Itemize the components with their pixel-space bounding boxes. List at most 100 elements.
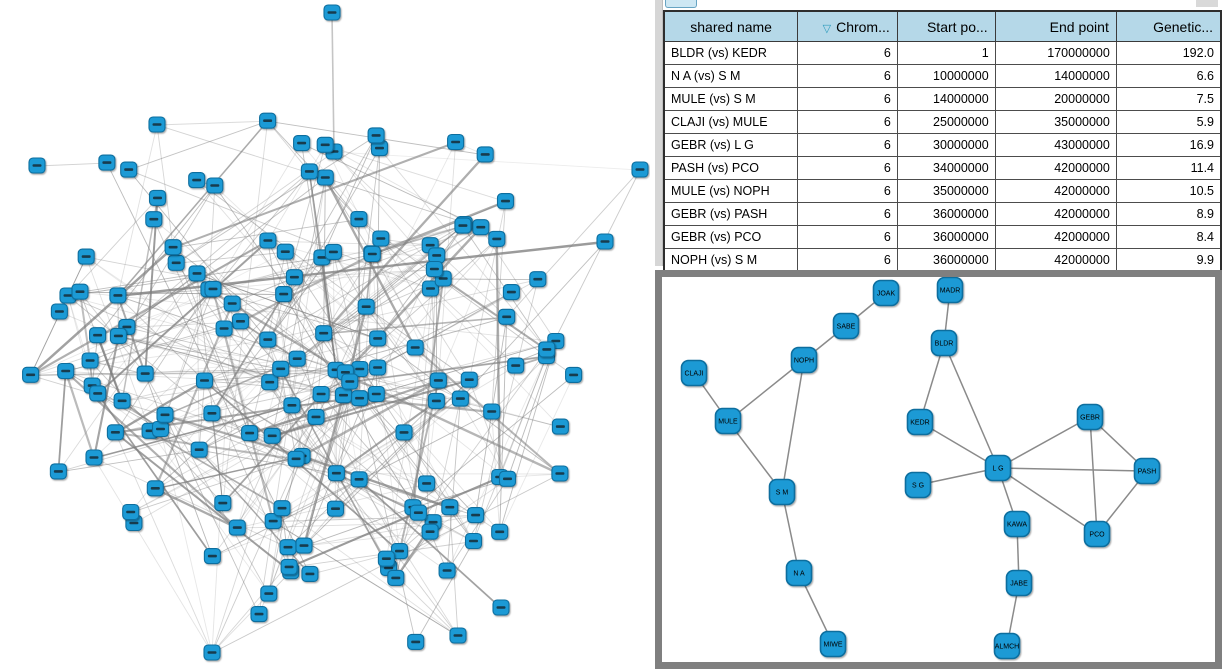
main-network-node[interactable] (488, 230, 506, 247)
main-network-node[interactable] (427, 392, 445, 409)
cell-end[interactable]: 42000000 (994, 202, 1117, 226)
main-network-node[interactable] (264, 513, 282, 530)
node-l-g[interactable]: L G (984, 454, 1012, 482)
main-network-node[interactable] (387, 569, 405, 586)
cell-shared_name[interactable]: CLAJI (vs) MULE (663, 110, 799, 134)
main-network-node[interactable] (454, 217, 472, 234)
main-network-node[interactable] (273, 500, 291, 517)
node-s-g[interactable]: S G (904, 471, 932, 499)
main-network-node[interactable] (406, 339, 424, 356)
cell-start[interactable]: 36000000 (896, 225, 996, 249)
table-row[interactable]: NOPH (vs) S M 6 36000000 42000000 9.9 (663, 248, 1222, 273)
table-row[interactable]: GEBR (vs) L G 6 30000000 43000000 16.9 (663, 133, 1222, 157)
main-network-node[interactable] (275, 286, 293, 303)
cell-end[interactable]: 170000000 (994, 41, 1117, 65)
main-network-node[interactable] (50, 303, 68, 320)
main-network-node[interactable] (98, 154, 116, 171)
main-network-node[interactable] (204, 280, 222, 297)
node-n-a[interactable]: N A (785, 559, 813, 587)
main-network-node[interactable] (315, 325, 333, 342)
main-network-node[interactable] (418, 475, 436, 492)
main-network-node[interactable] (188, 172, 206, 189)
subnetwork-canvas[interactable]: JOAK MADR SABE BLDR NOPH CLAJI MULE KEDR GEBR L G… (662, 277, 1215, 662)
main-network-node[interactable] (341, 373, 359, 390)
main-network-node[interactable] (71, 283, 89, 300)
main-network-node[interactable] (565, 366, 583, 383)
main-network-node[interactable] (631, 161, 649, 178)
main-network-node[interactable] (203, 548, 221, 565)
main-network-node[interactable] (231, 313, 250, 330)
cell-chromosome[interactable]: 6 (797, 133, 898, 157)
table-row[interactable]: N A (vs) S M 6 10000000 14000000 6.6 (663, 64, 1222, 88)
node-madr[interactable]: MADR (936, 277, 964, 304)
main-network-node[interactable] (272, 360, 290, 377)
main-network-node[interactable] (293, 135, 311, 152)
cell-end[interactable]: 35000000 (994, 110, 1117, 134)
subnetwork-edge[interactable] (781, 491, 800, 574)
cell-start[interactable]: 30000000 (896, 133, 996, 157)
subnetwork-edge[interactable] (1089, 416, 1098, 535)
cell-shared_name[interactable]: N A (vs) S M (663, 64, 799, 88)
main-network-node[interactable] (492, 599, 510, 616)
node-almch[interactable]: ALMCH (993, 632, 1021, 660)
subnetwork-edge[interactable] (727, 359, 805, 422)
main-network-node[interactable] (307, 408, 325, 425)
main-network-node[interactable] (451, 390, 469, 407)
column-header-4[interactable]: Genetic... (1115, 10, 1222, 42)
main-network-node[interactable] (81, 352, 99, 369)
cell-start[interactable]: 10000000 (896, 64, 996, 88)
cell-genetic[interactable]: 10.5 (1115, 179, 1222, 203)
filter-icon[interactable]: ▽ (822, 22, 832, 35)
subnetwork-edge[interactable] (997, 467, 1098, 535)
main-network-node[interactable] (498, 470, 517, 487)
main-network-node[interactable] (425, 260, 443, 278)
main-network-node[interactable] (323, 4, 341, 21)
main-network-node[interactable] (429, 372, 447, 389)
main-network-node[interactable] (467, 507, 485, 524)
main-network-node[interactable] (395, 424, 413, 441)
column-header-3[interactable]: End point (994, 10, 1117, 42)
table-left-scroll-strip[interactable] (655, 0, 663, 266)
cell-start[interactable]: 1 (896, 41, 996, 65)
main-network-node[interactable] (538, 341, 556, 358)
main-network-node[interactable] (287, 450, 305, 467)
main-network-node[interactable] (476, 146, 494, 163)
column-header-2[interactable]: Start po... (896, 10, 996, 42)
main-network-node[interactable] (279, 539, 297, 556)
cell-genetic[interactable]: 16.9 (1115, 133, 1222, 157)
main-network-node[interactable] (316, 136, 334, 153)
main-network-node[interactable] (206, 177, 224, 194)
main-network-node[interactable] (301, 565, 319, 582)
cell-shared_name[interactable]: PASH (vs) PCO (663, 156, 799, 180)
main-network-node[interactable] (483, 403, 501, 420)
main-network-node[interactable] (421, 280, 440, 297)
cell-genetic[interactable]: 8.4 (1115, 225, 1222, 249)
main-network-node[interactable] (357, 298, 375, 315)
main-network-node[interactable] (22, 366, 40, 383)
main-network-node[interactable] (498, 308, 516, 325)
cell-genetic[interactable]: 9.9 (1115, 248, 1222, 273)
main-network-node[interactable] (316, 169, 334, 186)
main-network-node[interactable] (350, 471, 368, 488)
main-network-node[interactable] (241, 425, 259, 442)
cell-chromosome[interactable]: 6 (797, 41, 898, 65)
main-network-node[interactable] (288, 350, 306, 367)
node-noph[interactable]: NOPH (790, 346, 818, 374)
main-network-node[interactable] (326, 500, 345, 517)
node-kedr[interactable]: KEDR (906, 408, 934, 436)
main-network-node[interactable] (372, 230, 390, 247)
main-network-node[interactable] (460, 371, 478, 388)
main-network-node[interactable] (447, 133, 465, 151)
cell-chromosome[interactable]: 6 (797, 156, 898, 180)
main-network-node[interactable] (529, 271, 547, 288)
main-network-node[interactable] (151, 420, 170, 438)
cell-genetic[interactable]: 7.5 (1115, 87, 1222, 111)
cell-shared_name[interactable]: BLDR (vs) KEDR (663, 41, 799, 65)
main-network-node[interactable] (334, 387, 353, 404)
cell-chromosome[interactable]: 6 (797, 225, 898, 249)
main-network-node[interactable] (49, 463, 67, 480)
main-network-node[interactable] (367, 385, 385, 403)
main-network-node[interactable] (228, 519, 246, 536)
cell-start[interactable]: 25000000 (896, 110, 996, 134)
subnetwork-edge[interactable] (997, 467, 1148, 472)
